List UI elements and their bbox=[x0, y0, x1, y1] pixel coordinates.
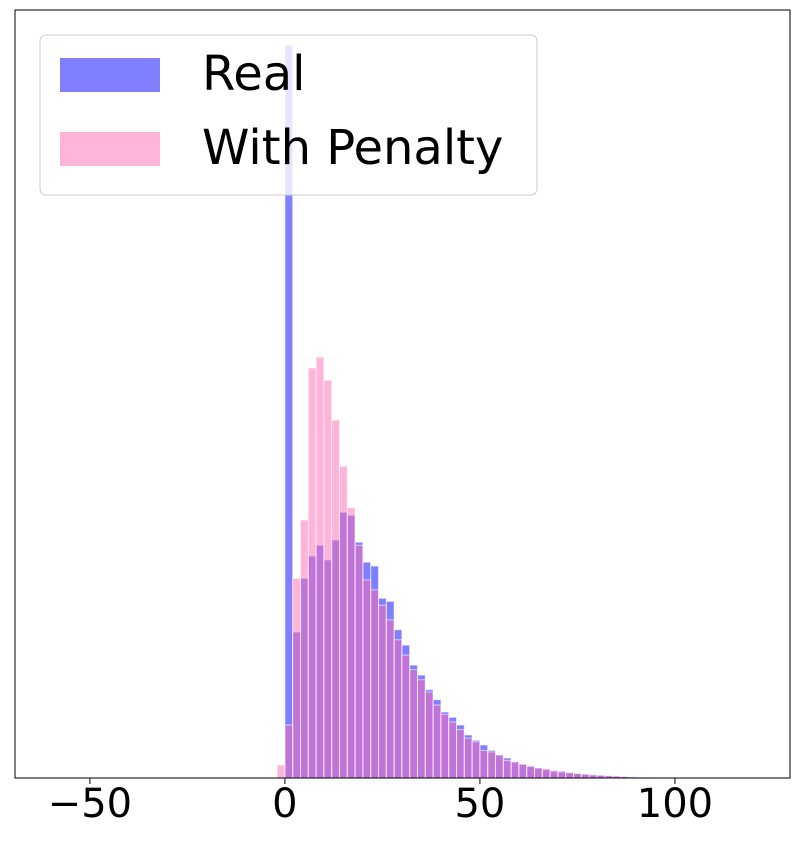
bar bbox=[488, 752, 496, 778]
legend-swatch bbox=[60, 132, 160, 166]
bar bbox=[472, 742, 480, 778]
bar bbox=[457, 730, 465, 778]
bar bbox=[410, 670, 418, 778]
bar bbox=[371, 590, 379, 778]
bar bbox=[496, 755, 504, 778]
bar bbox=[503, 760, 511, 778]
bar bbox=[386, 620, 394, 778]
x-tick-label: 0 bbox=[272, 781, 297, 827]
legend-swatch bbox=[60, 58, 160, 92]
bar bbox=[574, 773, 582, 778]
bar bbox=[418, 680, 426, 778]
bar bbox=[558, 772, 566, 778]
bar bbox=[581, 774, 589, 778]
bar bbox=[293, 578, 301, 778]
bar bbox=[449, 722, 457, 778]
bar bbox=[542, 769, 550, 778]
bar bbox=[340, 466, 348, 778]
bar bbox=[316, 357, 324, 778]
x-tick-label: 50 bbox=[454, 781, 505, 827]
legend-label: Real bbox=[202, 46, 305, 102]
bar bbox=[425, 692, 433, 778]
bar bbox=[527, 766, 535, 778]
x-tick-label: −50 bbox=[48, 781, 132, 827]
bar bbox=[285, 725, 293, 778]
bar bbox=[519, 764, 527, 778]
bar bbox=[355, 545, 363, 778]
bar bbox=[363, 580, 371, 778]
bar bbox=[277, 765, 285, 778]
bar bbox=[480, 750, 488, 778]
bar bbox=[511, 762, 519, 778]
x-tick-label: 100 bbox=[637, 781, 713, 827]
legend-label: With Penalty bbox=[202, 120, 503, 176]
bar bbox=[308, 368, 316, 778]
bar bbox=[550, 771, 558, 778]
bar bbox=[347, 508, 355, 778]
bar bbox=[433, 705, 441, 778]
bar bbox=[394, 640, 402, 778]
bar bbox=[332, 420, 340, 778]
bar bbox=[441, 714, 449, 778]
bar bbox=[301, 520, 309, 778]
bar bbox=[324, 380, 332, 778]
bar bbox=[402, 655, 410, 778]
bar bbox=[379, 605, 387, 778]
bar bbox=[464, 738, 472, 778]
bar bbox=[566, 773, 574, 778]
bar bbox=[535, 768, 543, 778]
